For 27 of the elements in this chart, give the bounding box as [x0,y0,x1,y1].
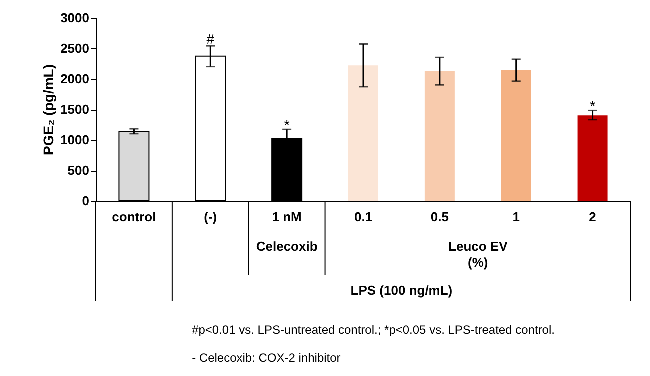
text: #p<0.01 vs. LPS-untreated control.; *p<0.05 vs. LPS-treated control. [192,323,555,337]
y-axis-title: PGE₂ (pg/mL) [40,64,57,156]
text: Leuco EV (%) [448,239,508,270]
x-tick-label: 1 nM [272,210,302,224]
y-tick-label: 3000 [60,10,90,26]
annotation: * [590,98,596,114]
bar [424,71,455,201]
bar [501,70,532,201]
x-tick-label: (-) [204,210,218,224]
annotation: * [284,116,290,133]
y-tick-label: 0 [82,194,90,208]
y-tick-label: 2500 [60,41,90,56]
bar [348,66,378,201]
y-tick-label: 500 [68,163,90,178]
x-tick-label: 0.5 [430,210,449,224]
y-tick-label: 1000 [60,132,90,148]
text: LPS (100 ng/mL) [350,283,453,298]
text: - Celecoxib: COX-2 inhibitor [192,351,341,365]
text: Celecoxib [256,239,318,254]
x-tick-label: control [112,210,156,224]
x-tick-label: 2 [589,210,596,224]
annotation: # [206,30,215,47]
x-tick-label: 0.1 [354,210,373,224]
x-tick-label: 1 [512,210,520,224]
y-tick-label: 2000 [60,72,90,86]
bar [578,116,608,201]
y-tick-label: 1500 [60,102,90,117]
